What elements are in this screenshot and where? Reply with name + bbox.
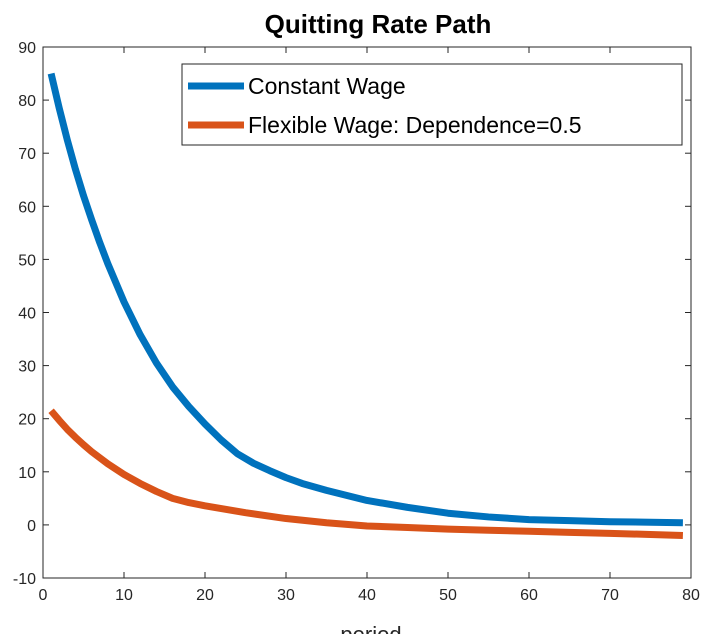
legend-label-1: Constant Wage (248, 73, 406, 99)
legend-label-2: Flexible Wage: Dependence=0.5 (248, 112, 582, 138)
y-tick-label: 40 (18, 306, 36, 323)
series-layer (47, 72, 684, 540)
series-line-2 (48, 408, 684, 540)
x-tick-label: 70 (601, 587, 619, 604)
y-tick-label: 10 (18, 465, 36, 482)
chart-title: Quitting Rate Path (265, 9, 492, 39)
x-tick-label: 80 (682, 587, 700, 604)
x-tick-label: 60 (520, 587, 538, 604)
legend-box (181, 63, 683, 146)
y-tick-label: 60 (18, 199, 36, 216)
x-tick-label: 0 (39, 587, 48, 604)
x-tick-label: 10 (115, 587, 133, 604)
x-axis-label: period (340, 622, 401, 634)
y-tick-label: 50 (18, 252, 36, 269)
y-tick-label: 0 (27, 518, 36, 535)
y-tick-label: 70 (18, 146, 36, 163)
x-tick-label: 50 (439, 587, 457, 604)
legend: Constant Wage Flexible Wage: Dependence=0… (181, 63, 683, 146)
y-tick-label: -10 (13, 571, 36, 588)
y-tick-label: 20 (18, 412, 36, 429)
x-tick-label: 40 (358, 587, 376, 604)
x-tick-label: 30 (277, 587, 295, 604)
x-tick-label: 20 (196, 587, 214, 604)
y-tick-label: 90 (18, 40, 36, 57)
series-line-1 (47, 72, 683, 527)
y-tick-label: 80 (18, 93, 36, 110)
y-tick-label: 30 (18, 359, 36, 376)
